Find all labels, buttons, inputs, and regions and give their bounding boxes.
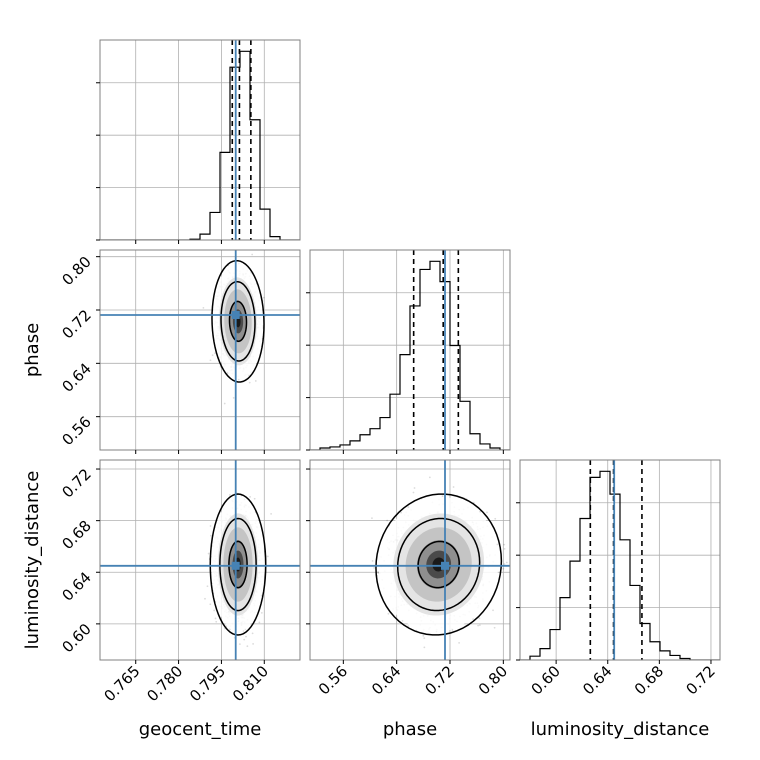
scatter-point [210, 534, 212, 537]
panel-frame [99, 459, 301, 661]
scatter-point [386, 519, 389, 522]
panel-frame [99, 249, 301, 451]
contour-line [220, 280, 256, 362]
joint-panel-geocent_time-luminosity_distance [100, 460, 300, 660]
scatter-point [400, 511, 402, 514]
scatter-point [270, 512, 273, 515]
scatter-point [266, 555, 269, 558]
histogram-panel-luminosity_distance [520, 460, 720, 660]
histogram-step-luminosity_distance [520, 470, 720, 660]
scatter-point [371, 560, 374, 562]
panel-frame [99, 39, 301, 241]
scatter-point [254, 380, 257, 382]
scatter-point [213, 609, 216, 612]
scatter-point [223, 402, 226, 405]
histogram-step-phase [310, 260, 510, 450]
scatter-point [253, 497, 256, 500]
contour-line [209, 493, 267, 636]
scatter-point [249, 495, 252, 498]
scatter-point [262, 296, 265, 299]
scatter-point [238, 643, 241, 646]
scatter-point [211, 354, 214, 357]
scatter-point [477, 624, 480, 627]
scatter-point [260, 612, 263, 614]
scatter-point [232, 397, 235, 399]
scatter-point [387, 612, 390, 615]
joint-panel-phase-luminosity_distance [310, 460, 510, 660]
contour-line [211, 259, 265, 383]
scatter-point [215, 620, 218, 623]
panel-frame [309, 249, 511, 451]
scatter-point [209, 603, 212, 606]
contour-line [228, 540, 248, 589]
scatter-point [245, 635, 247, 638]
scatter-point [209, 359, 212, 362]
scatter-point [214, 352, 216, 355]
scatter-point [248, 381, 251, 384]
contour-line [228, 300, 248, 342]
contour-line [219, 517, 257, 612]
scatter-point [377, 572, 380, 574]
scatter-point [251, 253, 254, 256]
panel-frame [519, 459, 721, 661]
scatter-point [202, 306, 205, 309]
scatter-point [206, 585, 209, 588]
scatter-point [209, 525, 212, 527]
scatter-point [243, 638, 246, 641]
histogram-panel-phase [310, 250, 510, 450]
scatter-point [258, 621, 261, 624]
scatter-point [207, 552, 210, 555]
scatter-point [479, 510, 482, 513]
histogram-panel-geocent_time [100, 40, 300, 240]
truth-marker [231, 561, 240, 570]
scatter-point [252, 643, 255, 645]
joint-panel-geocent_time-phase [100, 250, 300, 450]
scatter-point [246, 645, 249, 648]
scatter-point [373, 566, 376, 569]
scatter-point [478, 624, 481, 627]
scatter-point [452, 486, 455, 488]
histogram-step-geocent_time [100, 50, 300, 240]
scatter-point [214, 617, 217, 620]
truth-marker [231, 311, 240, 319]
scatter-point [228, 493, 231, 496]
scatter-point [204, 597, 206, 600]
scatter-point [251, 632, 254, 635]
panels-layer [96, 39, 721, 664]
